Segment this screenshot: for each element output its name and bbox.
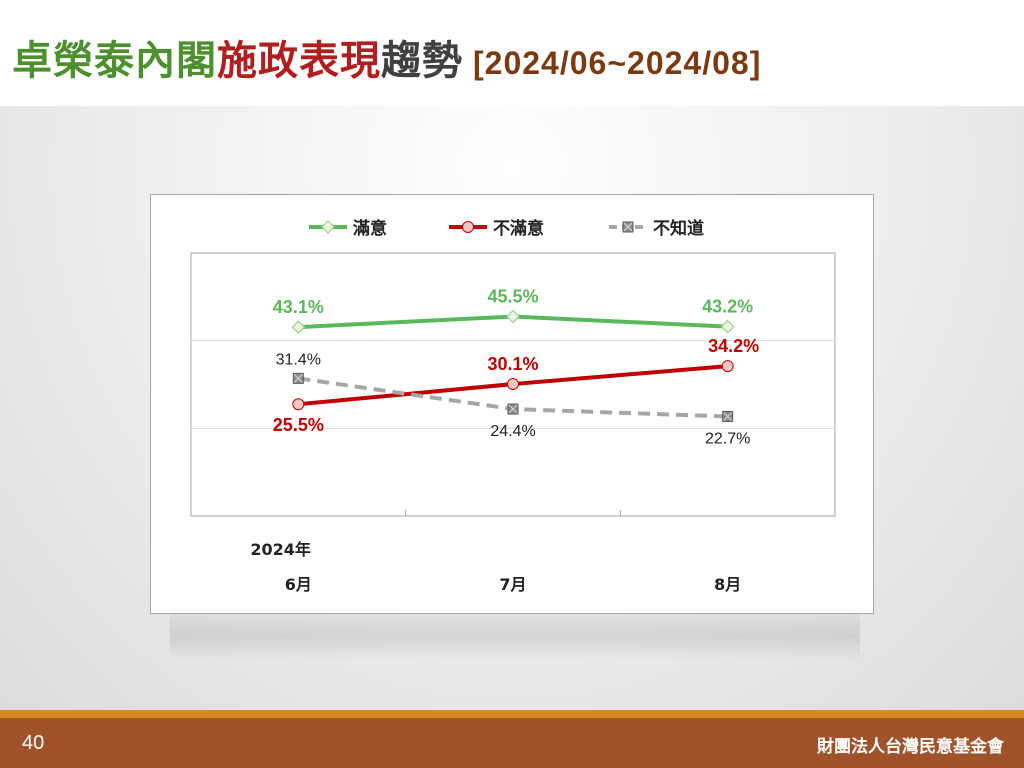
data-label-s1-1: 43.1% (273, 297, 324, 317)
legend-label-1: 滿意 (353, 218, 387, 239)
legend-marker-1 (321, 220, 335, 234)
title-bar: 卓榮泰內閣施政表現趨勢 [2024/06~2024/08] (0, 0, 1024, 106)
category-year-label: 2024年 (250, 540, 311, 559)
data-label-s1-3: 43.2% (702, 297, 753, 317)
title-part-1: 卓榮泰內閣 (12, 38, 217, 84)
data-point-s2-3 (721, 360, 734, 373)
data-label-s2-1: 25.5% (273, 415, 324, 435)
legend-marker-3-x (623, 222, 633, 232)
organization-name: 財團法人台灣民意基金會 (817, 737, 1004, 757)
title-date-range: [2024/06~2024/08] (473, 45, 762, 81)
line-chart: 2024年 6月 7月 8月 滿意 不滿意 不知道 43.1% 45.5% 43.2% 25.5% 3… (190, 218, 836, 594)
data-label-s1-2: 45.5% (487, 287, 538, 307)
data-point-s2-1 (292, 398, 305, 411)
x-tick-label: 6月 (285, 575, 312, 594)
data-point-s2-2 (507, 378, 519, 391)
data-label-s3-2: 24.4% (490, 423, 535, 440)
data-point-s1-3 (720, 319, 735, 334)
chart-panel: 2024年 6月 7月 8月 滿意 不滿意 不知道 43.1% 45.5% 43.2% 25.5% 3… (150, 194, 874, 614)
legend-marker-2 (462, 221, 474, 233)
legend-label-3: 不知道 (653, 218, 704, 239)
data-point-s3-3-x (723, 412, 733, 421)
legend-label-2: 不滿意 (493, 218, 544, 239)
data-point-s1-1 (291, 320, 306, 334)
page-number: 40 (22, 732, 45, 754)
data-point-s3-1-x (293, 374, 303, 383)
data-label-s3-3: 22.7% (705, 430, 750, 447)
title-part-2: 施政表現 (217, 38, 381, 84)
x-tick-label: 8月 (714, 575, 741, 594)
data-label-s3-1: 31.4% (276, 351, 321, 368)
footer-bar (0, 718, 1024, 768)
data-point-s1-2 (506, 309, 520, 324)
data-point-s3-2-x (508, 404, 518, 414)
slide-title: 卓榮泰內閣施政表現趨勢 [2024/06~2024/08] (12, 28, 761, 86)
footer-stripe (0, 710, 1024, 718)
x-tick-label: 7月 (499, 575, 526, 594)
data-label-s2-2: 30.1% (487, 354, 538, 374)
title-part-3: 趨勢 (381, 38, 463, 84)
data-label-s2-3: 34.2% (708, 336, 759, 356)
